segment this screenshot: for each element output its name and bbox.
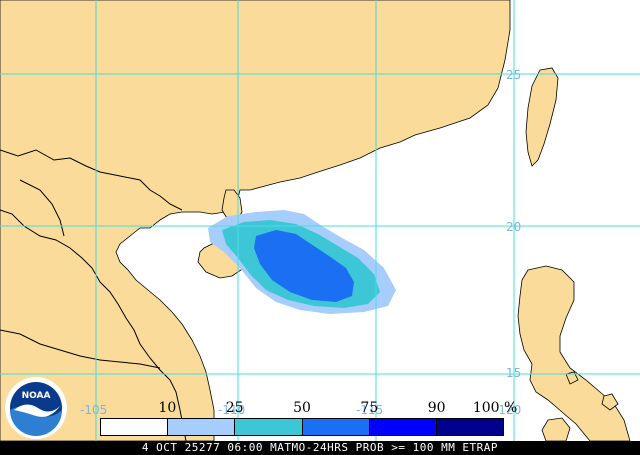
- lat-label-20: 20: [506, 220, 521, 234]
- legend-tick-label: 10: [158, 400, 177, 416]
- legend-swatch: [101, 419, 169, 435]
- legend-tick-label: 75: [360, 400, 379, 416]
- legend-color-bar: [100, 418, 504, 436]
- lon-label-115: -115: [356, 403, 383, 417]
- legend-swatch: [369, 419, 437, 435]
- footer-caption: 4 OCT 25277 06:00 MATMO-24HRS PROB >= 10…: [0, 441, 640, 455]
- legend-tick-label: 100 %: [472, 400, 518, 416]
- taiwan-island: [525, 67, 559, 167]
- legend-tick-label: 25: [225, 400, 244, 416]
- probability-legend: 10 25 50 75 90 100 %: [100, 400, 517, 438]
- legend-swatch: [235, 419, 303, 435]
- legend-swatch: [436, 419, 504, 435]
- legend-swatch: [168, 419, 236, 435]
- small-island: [601, 393, 619, 411]
- probability-50-percent-area: [254, 230, 354, 302]
- legend-swatch: [302, 419, 370, 435]
- noaa-logo-icon: NOAA: [5, 377, 67, 439]
- probability-contours: [208, 210, 396, 314]
- lon-label-120: -120: [494, 403, 521, 417]
- legend-tick-label: 90: [427, 400, 446, 416]
- latlon-grid: [0, 0, 640, 441]
- lat-label-15: 15: [506, 366, 521, 380]
- lon-label-105: -105: [80, 403, 107, 417]
- mainland-land: [0, 0, 511, 442]
- lat-label-25: 25: [506, 68, 521, 82]
- country-borders: [0, 149, 187, 442]
- logo-text: NOAA: [22, 391, 51, 401]
- lon-label-110: -110: [218, 403, 245, 417]
- small-island: [565, 371, 579, 385]
- legend-tick-label: 50: [293, 400, 311, 416]
